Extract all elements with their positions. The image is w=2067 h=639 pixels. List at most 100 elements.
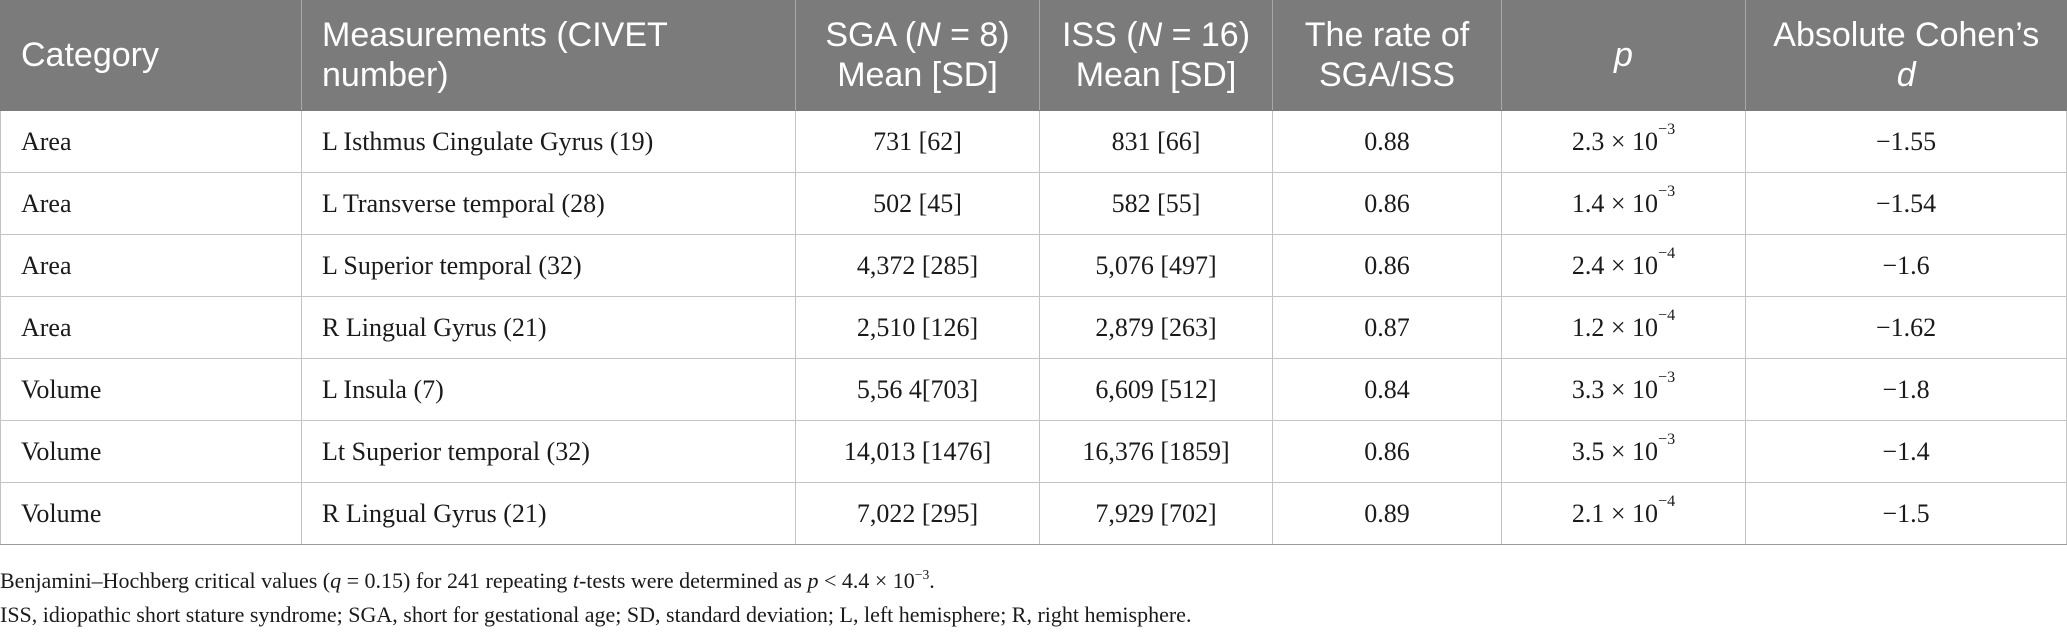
p-value-base: 2.4 × 10 [1571,250,1659,280]
cell-category: Volume [0,358,302,421]
italic-text: N [916,16,941,54]
footnote-abbreviations: ISS, idiopathic short stature syndrome; … [0,598,2060,632]
italic-text: p [807,568,819,593]
cell-sga-mean: 2,510 [126] [795,296,1040,359]
text-part: = 0.15) for 241 repeating [341,568,573,593]
cell-sga-mean: 7,022 [295] [795,482,1040,545]
header-category: Category [0,0,302,111]
cell-category: Area [0,172,302,235]
cell-iss-mean: 831 [66] [1039,110,1273,173]
cell-iss-mean: 5,076 [497] [1039,234,1273,297]
table-footnotes: Benjamini–Hochberg critical values (q = … [0,564,2060,632]
text-part: Benjamini–Hochberg critical values ( [0,568,331,593]
p-value-base: 1.2 × 10 [1571,312,1659,342]
p-value-exponent: −4 [1658,306,1676,324]
footnote-critical-values: Benjamini–Hochberg critical values (q = … [0,564,2060,598]
italic-text: d [1896,56,1916,94]
p-value-exponent: −3 [1658,120,1676,138]
cell-sga-mean: 731 [62] [795,110,1040,173]
cell-category: Area [0,296,302,359]
p-value-base: 1.4 × 10 [1571,188,1659,218]
text-part: < 4.4 × 10 [818,568,915,593]
header-cohens-d: Absolute Cohen’s d [1745,0,2067,111]
cell-sga-mean: 4,372 [285] [795,234,1040,297]
cell-p-value: 3.3 × 10−3 [1501,358,1746,421]
cell-cohens-d: −1.62 [1745,296,2067,359]
cell-category: Volume [0,420,302,483]
cell-measurement: Lt Superior temporal (32) [301,420,796,483]
table-row: Area L Isthmus Cingulate Gyrus (19) 731 [6… [0,110,2067,173]
table-row: Volume R Lingual Gyrus (21) 7,022 [295] 7,9… [0,482,2067,545]
p-value-base: 2.3 × 10 [1571,126,1659,156]
results-table-container: Category Measurements (CIVET number) SGA… [0,0,2067,545]
italic-text: N [1137,16,1163,54]
table-row: Area L Superior temporal (32) 4,372 [285] 5… [0,234,2067,297]
header-sga-mean: SGA (N = 8) Mean [SD] [795,0,1040,111]
cell-iss-mean: 582 [55] [1039,172,1273,235]
cell-measurement: R Lingual Gyrus (21) [301,296,796,359]
cell-sga-mean: 5,56 4[703] [795,358,1040,421]
p-value-base: 3.3 × 10 [1571,374,1659,404]
table-row: Area L Transverse temporal (28) 502 [45] 58… [0,172,2067,235]
table-body: Area L Isthmus Cingulate Gyrus (19) 731 [6… [0,110,2067,545]
cell-category: Area [0,110,302,173]
cell-p-value: 2.1 × 10−4 [1501,482,1746,545]
results-table: Category Measurements (CIVET number) SGA… [0,0,2067,545]
p-value-base: 2.1 × 10 [1571,498,1659,528]
cell-sga-mean: 502 [45] [795,172,1040,235]
text-part: Category [21,36,159,74]
cell-iss-mean: 2,879 [263] [1039,296,1273,359]
cell-cohens-d: −1.8 [1745,358,2067,421]
header-measurements: Measurements (CIVET number) [301,0,796,111]
cell-iss-mean: 7,929 [702] [1039,482,1273,545]
italic-text: q [330,568,342,593]
text-part: = 16) Mean [SD] [1075,16,1251,94]
cell-rate: 0.84 [1272,358,1502,421]
italic-text: p [1614,36,1633,74]
p-value-exponent: −3 [1658,430,1676,448]
text-part: The rate of SGA/ISS [1304,16,1470,94]
cell-iss-mean: 6,609 [512] [1039,358,1273,421]
cell-cohens-d: −1.55 [1745,110,2067,173]
cell-cohens-d: −1.4 [1745,420,2067,483]
text-part: = 8) Mean [SD] [837,16,1010,94]
table-row: Volume L Insula (7) 5,56 4[703] 6,609 [512]… [0,358,2067,421]
cell-cohens-d: −1.5 [1745,482,2067,545]
cell-p-value: 3.5 × 10−3 [1501,420,1746,483]
cell-sga-mean: 14,013 [1476] [795,420,1040,483]
text-part: . [929,568,935,593]
header-iss-mean: ISS (N = 16) Mean [SD] [1039,0,1273,111]
header-rate: The rate of SGA/ISS [1272,0,1502,111]
cell-p-value: 1.4 × 10−3 [1501,172,1746,235]
cell-category: Area [0,234,302,297]
cell-rate: 0.86 [1272,420,1502,483]
p-value-exponent: −4 [1658,244,1676,262]
table-row: Area R Lingual Gyrus (21) 2,510 [126] 2,879… [0,296,2067,359]
cell-measurement: L Insula (7) [301,358,796,421]
text-part: SGA ( [825,16,917,54]
text-part: ISS ( [1061,16,1138,54]
p-value-base: 3.5 × 10 [1571,436,1659,466]
cell-rate: 0.87 [1272,296,1502,359]
cell-p-value: 2.4 × 10−4 [1501,234,1746,297]
p-value-exponent: −3 [1658,368,1676,386]
text-part: Measurements (CIVET number) [322,16,668,94]
p-value-exponent: −3 [1658,182,1676,200]
cell-category: Volume [0,482,302,545]
cell-rate: 0.88 [1272,110,1502,173]
text-part: Absolute Cohen’s [1773,16,2040,54]
p-value-exponent: −4 [1658,492,1676,510]
text-part: -tests were determined as [578,568,808,593]
cell-p-value: 2.3 × 10−3 [1501,110,1746,173]
cell-p-value: 1.2 × 10−4 [1501,296,1746,359]
header-row: Category Measurements (CIVET number) SGA… [0,0,2067,111]
cell-measurement: R Lingual Gyrus (21) [301,482,796,545]
header-p-value: p [1501,0,1746,111]
table-row: Volume Lt Superior temporal (32) 14,013 [1… [0,420,2067,483]
superscript: −3 [914,567,930,582]
cell-measurement: L Isthmus Cingulate Gyrus (19) [301,110,796,173]
cell-rate: 0.86 [1272,234,1502,297]
cell-rate: 0.86 [1272,172,1502,235]
cell-rate: 0.89 [1272,482,1502,545]
italic-text: t [572,568,579,593]
